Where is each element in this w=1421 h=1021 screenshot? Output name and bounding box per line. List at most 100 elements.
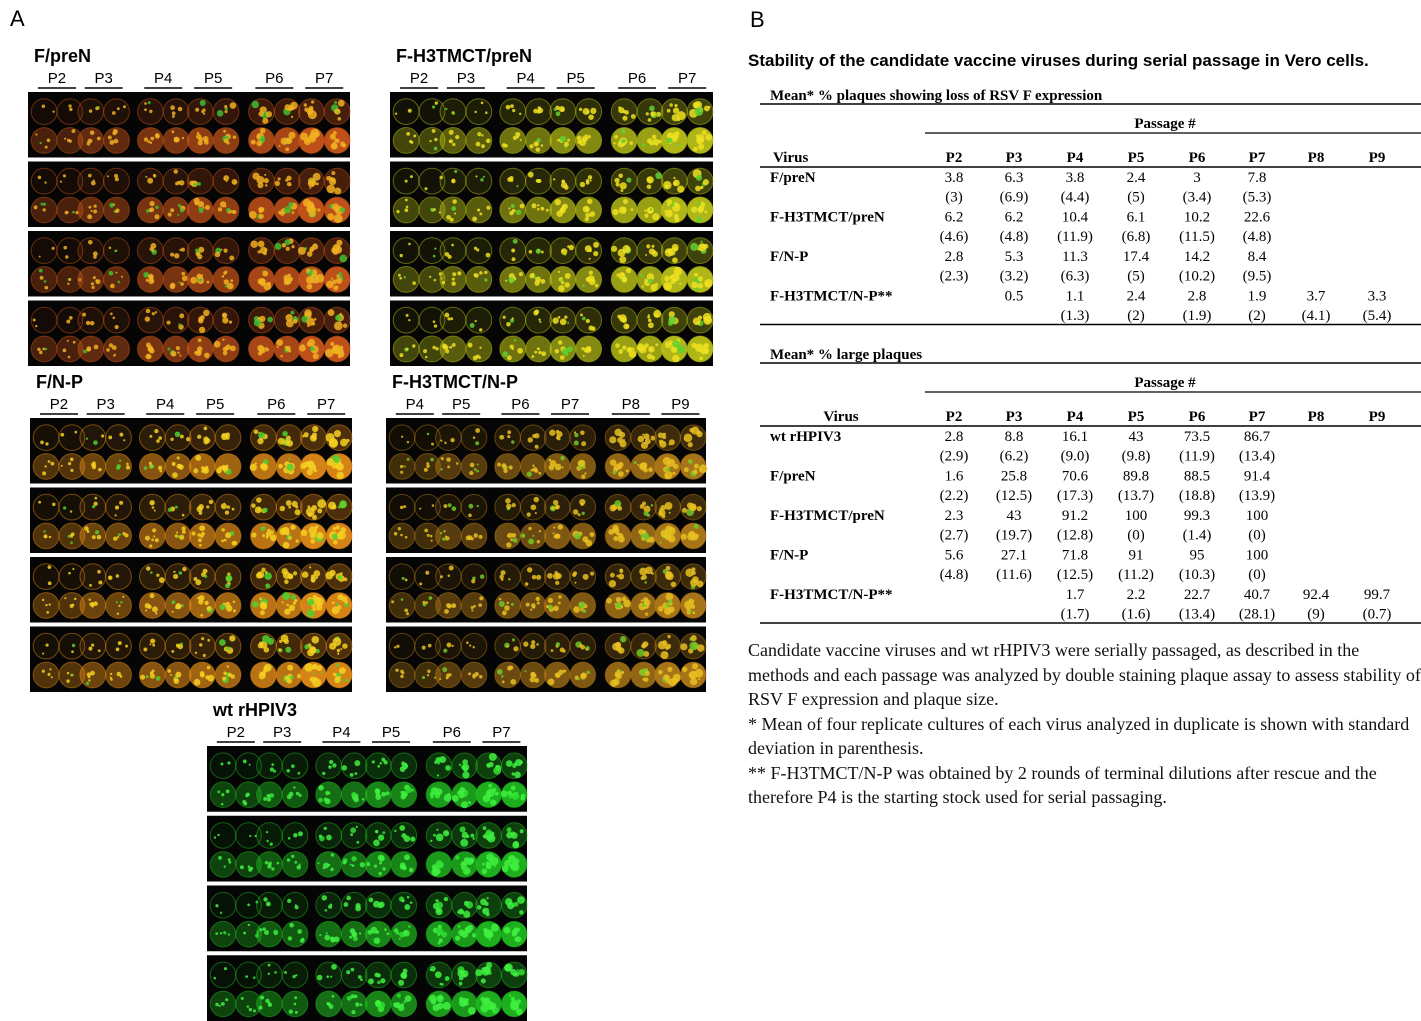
plaque bbox=[512, 903, 515, 906]
plaque bbox=[690, 579, 698, 587]
plaque bbox=[645, 612, 648, 615]
plaque bbox=[651, 356, 655, 360]
plaque bbox=[648, 179, 651, 182]
passage-label: P4 bbox=[516, 70, 534, 87]
plaque bbox=[649, 348, 652, 351]
plaque bbox=[43, 530, 45, 532]
plate bbox=[33, 662, 59, 688]
mean-cell: 25.8 bbox=[1001, 469, 1027, 485]
plaque bbox=[447, 317, 450, 320]
plate bbox=[139, 633, 165, 659]
plaque bbox=[39, 269, 43, 273]
plaque bbox=[266, 536, 269, 539]
plaque bbox=[265, 999, 269, 1003]
mean-cell: 92.4 bbox=[1303, 587, 1330, 603]
plaque bbox=[174, 137, 179, 142]
plaque bbox=[257, 135, 261, 139]
plaque bbox=[586, 540, 593, 547]
plaque bbox=[658, 606, 664, 612]
plaque bbox=[326, 932, 328, 934]
plaque bbox=[52, 247, 55, 250]
plaque bbox=[288, 202, 293, 207]
page: { "panel_a": { "label": "A", "groups": [… bbox=[0, 0, 1421, 1021]
plaque bbox=[408, 109, 412, 113]
plaque bbox=[560, 456, 564, 460]
plaque bbox=[227, 505, 230, 508]
passage-label: P2 bbox=[227, 724, 245, 741]
plaque bbox=[379, 762, 382, 765]
virus-name: F/preN bbox=[770, 170, 816, 186]
plaque bbox=[614, 178, 619, 183]
plaque bbox=[531, 355, 534, 358]
plaque bbox=[541, 279, 546, 284]
plaque bbox=[182, 514, 185, 517]
plaque bbox=[146, 309, 151, 314]
plaque bbox=[337, 594, 343, 600]
plaque bbox=[40, 276, 44, 280]
plate bbox=[393, 307, 419, 333]
plaque bbox=[699, 347, 701, 349]
plaque bbox=[513, 646, 518, 651]
plaque bbox=[249, 211, 257, 219]
plaque bbox=[547, 573, 553, 579]
plaque bbox=[264, 178, 269, 183]
plaque bbox=[445, 976, 450, 981]
plaque bbox=[623, 199, 628, 204]
plaque bbox=[295, 505, 298, 508]
plaque bbox=[167, 321, 171, 325]
plaque bbox=[430, 840, 432, 842]
plaque bbox=[509, 994, 511, 996]
plaque bbox=[150, 639, 155, 644]
plaque bbox=[253, 976, 256, 979]
plaque bbox=[229, 321, 232, 324]
plaque bbox=[696, 135, 699, 138]
plaque bbox=[395, 113, 397, 115]
plaque bbox=[620, 636, 626, 642]
plaque bbox=[118, 641, 122, 645]
plaque bbox=[536, 643, 539, 646]
plaque bbox=[264, 174, 266, 176]
plaque bbox=[586, 277, 591, 282]
plaque bbox=[333, 540, 338, 545]
plaque bbox=[145, 316, 150, 321]
plaque bbox=[224, 606, 226, 608]
plaque bbox=[477, 132, 481, 136]
plaque bbox=[583, 206, 590, 213]
plaque bbox=[652, 213, 659, 220]
plaque bbox=[507, 666, 512, 671]
plaque bbox=[508, 855, 516, 863]
mean-cell: 70.6 bbox=[1062, 469, 1089, 485]
plaque bbox=[342, 860, 346, 864]
plaque bbox=[306, 507, 315, 516]
passage-label: P2 bbox=[48, 70, 66, 87]
plaque bbox=[151, 539, 154, 542]
plaque bbox=[151, 669, 154, 672]
plate bbox=[139, 523, 165, 549]
plaque bbox=[530, 677, 536, 683]
plaque bbox=[705, 134, 712, 141]
plaque bbox=[327, 213, 334, 220]
plaque bbox=[432, 504, 435, 507]
plaque bbox=[437, 774, 439, 776]
plaque bbox=[516, 928, 520, 932]
plaque bbox=[698, 248, 701, 251]
passage-label: P5 bbox=[452, 396, 470, 413]
plaque bbox=[227, 761, 230, 764]
plate bbox=[78, 307, 104, 333]
plaque bbox=[263, 797, 267, 801]
virus-name: F-H3TMCT/N-P** bbox=[770, 587, 892, 603]
plate bbox=[137, 307, 163, 333]
plaque bbox=[70, 541, 73, 544]
plaque bbox=[579, 139, 586, 146]
plaque bbox=[446, 673, 450, 677]
plaque bbox=[291, 245, 294, 248]
plaque bbox=[43, 208, 46, 211]
plaque bbox=[254, 429, 259, 434]
plaque bbox=[251, 532, 256, 537]
plate bbox=[104, 99, 130, 125]
plaque bbox=[473, 837, 475, 839]
plaque bbox=[284, 579, 289, 584]
plaque bbox=[108, 575, 113, 580]
plaque bbox=[432, 864, 438, 870]
plaque bbox=[233, 609, 236, 612]
